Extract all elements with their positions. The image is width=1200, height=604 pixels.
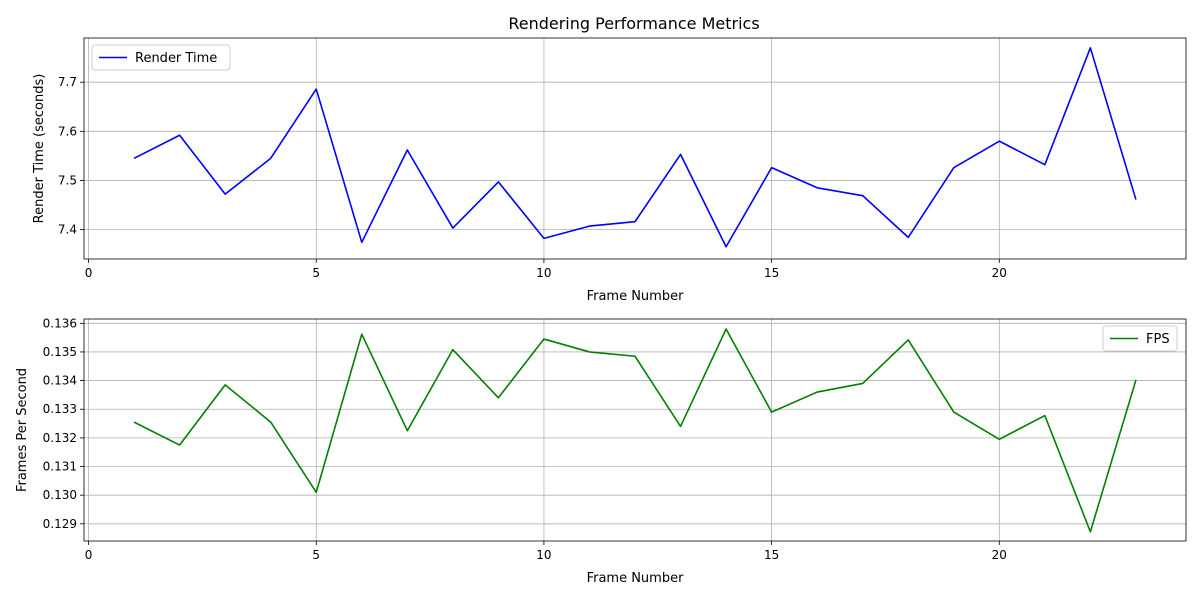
chart-title: Rendering Performance Metrics xyxy=(508,14,759,33)
y-tick-label: 0.136 xyxy=(43,316,77,330)
y-tick-label: 0.133 xyxy=(43,402,77,416)
y-axis-label: Render Time (seconds) xyxy=(32,74,47,224)
y-tick-label: 0.129 xyxy=(43,517,77,531)
x-axis-label: Frame Number xyxy=(587,289,685,304)
series-line-1 xyxy=(134,329,1136,532)
chart-panel-2: 0 5 10 15 20 0.129 0.130 0.131 0.132 0.133 0.134 0.… xyxy=(15,316,1186,586)
x-tick-label: 15 xyxy=(764,266,779,280)
y-tick-label: 7.7 xyxy=(58,75,77,89)
series-line-1 xyxy=(134,48,1136,247)
x-tick-label: 10 xyxy=(536,266,551,280)
legend-label: FPS xyxy=(1146,332,1170,347)
axes-frame xyxy=(84,38,1186,259)
y-tick-label: 0.135 xyxy=(43,345,77,359)
x-tick-label: 15 xyxy=(764,548,779,562)
x-tick-label: 5 xyxy=(312,266,320,280)
x-tick-label: 0 xyxy=(85,266,93,280)
y-tick-label: 7.4 xyxy=(58,223,77,237)
y-tick-label: 0.131 xyxy=(43,460,77,474)
x-tick-label: 20 xyxy=(992,548,1007,562)
chart-panel-1: 0 5 10 15 20 7.4 7.5 7.6 7.7 Frame Number Render T… xyxy=(32,38,1186,304)
legend-label: Render Time xyxy=(135,51,217,66)
y-tick-label: 7.5 xyxy=(58,173,77,187)
legend: FPS xyxy=(1103,326,1177,351)
y-axis-label: Frames Per Second xyxy=(15,368,30,492)
y-tick-label: 0.132 xyxy=(43,431,77,445)
y-tick-label: 0.130 xyxy=(43,488,77,502)
x-axis-label: Frame Number xyxy=(587,571,685,586)
x-tick-label: 0 xyxy=(85,548,93,562)
y-tick-label: 0.134 xyxy=(43,374,77,388)
legend: Render Time xyxy=(92,45,230,70)
x-tick-label: 20 xyxy=(992,266,1007,280)
y-tick-label: 7.6 xyxy=(58,124,77,138)
x-tick-label: 10 xyxy=(536,548,551,562)
x-tick-label: 5 xyxy=(312,548,320,562)
